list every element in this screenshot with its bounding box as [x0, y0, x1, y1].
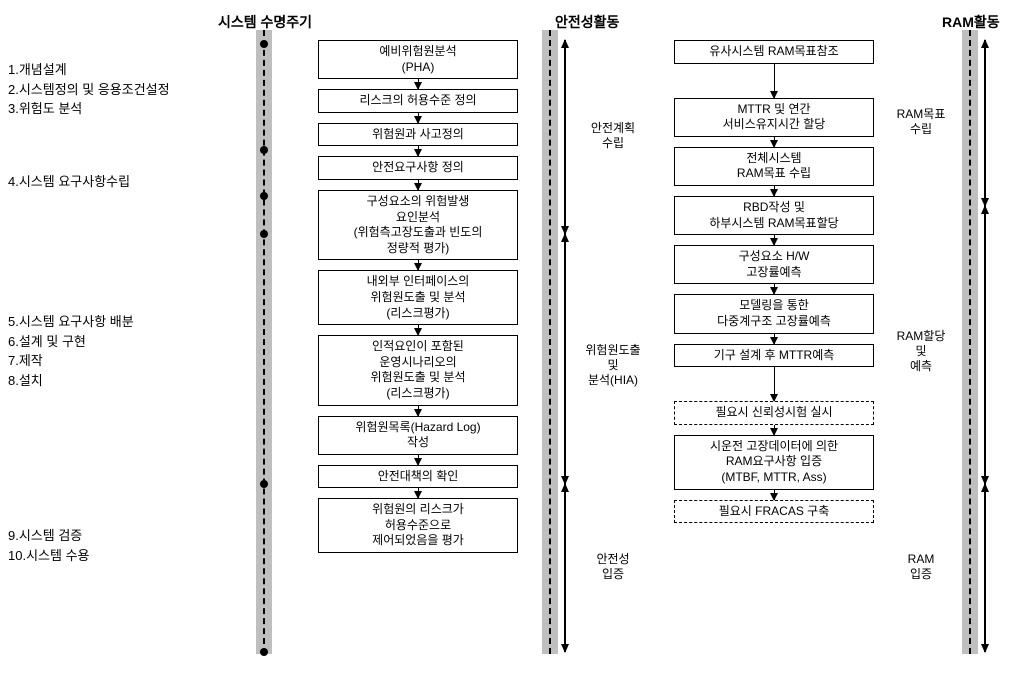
lifecycle-dot: [260, 192, 268, 200]
phase-span: [984, 40, 986, 206]
lifecycle-dot: [260, 40, 268, 48]
phase-label: RAM 입증: [886, 552, 956, 582]
ram-flow: 유사시스템 RAM목표참조 MTTR 및 연간 서비스유지시간 할당전체시스템 R…: [674, 40, 874, 523]
header-ram: RAM활동: [942, 12, 1000, 32]
flow-arrow: [774, 284, 775, 294]
flow-arrow: [774, 64, 775, 98]
flow-box: 구성요소의 위험발생 요인분석 (위험측고장도출과 빈도의 정량적 평가): [318, 190, 518, 260]
flow-box: 안전요구사항 정의: [318, 156, 518, 180]
flow-arrow: [774, 425, 775, 435]
flow-box: 내외부 인터페이스의 위험원도출 및 분석 (리스크평가): [318, 270, 518, 325]
phase-span: [984, 206, 986, 484]
phase-span: [984, 484, 986, 652]
flow-arrow: [418, 325, 419, 335]
flow-box: 시운전 고장데이터에 의한 RAM요구사항 입증 (MTBF, MTTR, As…: [674, 435, 874, 490]
flow-box: 모델링을 통한 다중계구조 고장률예측: [674, 294, 874, 333]
flow-arrow: [774, 235, 775, 245]
flow-box: 위험원목록(Hazard Log) 작성: [318, 416, 518, 455]
flow-arrow: [774, 367, 775, 401]
flow-box: 인적요인이 포함된 운영시나리오의 위험원도출 및 분석 (리스크평가): [318, 335, 518, 405]
flow-arrow: [774, 334, 775, 344]
flow-box: 안전대책의 확인: [318, 465, 518, 489]
flow-arrow: [418, 79, 419, 89]
lifecycle-dot: [260, 480, 268, 488]
flow-box: RBD작성 및 하부시스템 RAM목표할당: [674, 196, 874, 235]
flow-arrow: [774, 490, 775, 500]
flow-arrow: [774, 186, 775, 196]
phase-label: RAM목표 수립: [886, 107, 956, 137]
phase-label: 안전성 입증: [568, 552, 658, 582]
flow-arrow: [418, 455, 419, 465]
flow-box: 전체시스템 RAM목표 수립: [674, 147, 874, 186]
flow-arrow: [418, 146, 419, 156]
flow-arrow: [418, 488, 419, 498]
lifecycle-dot: [260, 648, 268, 656]
lifecycle-bar: [256, 30, 272, 654]
flow-arrow: [418, 180, 419, 190]
header-lifecycle: 시스템 수명주기: [218, 12, 312, 32]
flow-box: 리스크의 허용수준 정의: [318, 89, 518, 113]
flow-box: MTTR 및 연간 서비스유지시간 할당: [674, 98, 874, 137]
lifecycle-dot: [260, 146, 268, 154]
phase-span: [564, 234, 566, 484]
flow-box: 유사시스템 RAM목표참조: [674, 40, 874, 64]
flow-box: 예비위험원분석 (PHA): [318, 40, 518, 79]
phase-label: RAM할당 및 예측: [886, 329, 956, 374]
diagram-canvas: 시스템 수명주기 안전성활동 RAM활동 1.개념설계 2.시스템정의 및 응용…: [8, 12, 1020, 666]
flow-box: 위험원과 사고정의: [318, 123, 518, 147]
flow-box: 위험원의 리스크가 허용수준으로 제어되었음을 평가: [318, 498, 518, 553]
flow-box: 구성요소 H/W 고장률예측: [674, 245, 874, 284]
lifecycle-group-3: 5.시스템 요구사항 배분 6.설계 및 구현 7.제작 8.설치: [8, 312, 134, 390]
safety-bar: [542, 30, 558, 654]
flow-arrow: [774, 137, 775, 147]
flow-arrow: [418, 406, 419, 416]
header-safety: 안전성활동: [555, 12, 619, 32]
ram-bar: [962, 30, 978, 654]
lifecycle-dot: [260, 230, 268, 238]
flow-box: 기구 설계 후 MTTR예측: [674, 344, 874, 368]
flow-arrow: [418, 113, 419, 123]
flow-box: 필요시 신뢰성시험 실시: [674, 401, 874, 425]
lifecycle-group-4: 9.시스템 검증 10.시스템 수용: [8, 526, 89, 565]
flow-arrow: [418, 260, 419, 270]
lifecycle-group-1: 1.개념설계 2.시스템정의 및 응용조건설정 3.위험도 분석: [8, 60, 170, 119]
phase-span: [564, 40, 566, 234]
safety-flow: 예비위험원분석 (PHA) 리스크의 허용수준 정의위험원과 사고정의안전요구사항…: [318, 40, 518, 553]
flow-box: 필요시 FRACAS 구축: [674, 500, 874, 524]
phase-span: [564, 484, 566, 652]
phase-label: 위험원도출 및 분석(HIA): [568, 343, 658, 388]
lifecycle-group-2: 4.시스템 요구사항수립: [8, 172, 130, 192]
phase-label: 안전계획 수립: [568, 121, 658, 151]
